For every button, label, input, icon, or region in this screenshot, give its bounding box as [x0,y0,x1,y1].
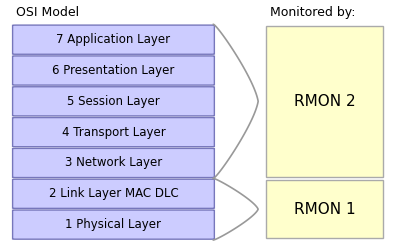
Text: 5 Session Layer: 5 Session Layer [67,95,160,108]
Text: 6 Presentation Layer: 6 Presentation Layer [52,64,175,77]
Bar [266,26,383,177]
FancyBboxPatch shape [13,56,214,85]
Text: RMON 1: RMON 1 [294,202,356,217]
FancyBboxPatch shape [13,148,214,178]
Text: RMON 2: RMON 2 [294,94,356,109]
FancyBboxPatch shape [13,118,214,147]
Bar [266,180,383,238]
Text: 7 Application Layer: 7 Application Layer [56,33,170,46]
Text: 2 Link Layer MAC DLC: 2 Link Layer MAC DLC [49,187,178,200]
FancyBboxPatch shape [13,179,214,208]
FancyBboxPatch shape [13,87,214,116]
Text: 3 Network Layer: 3 Network Layer [65,156,162,170]
Text: OSI Model: OSI Model [16,6,79,19]
Text: Monitored by:: Monitored by: [270,6,356,19]
FancyBboxPatch shape [13,210,214,239]
FancyBboxPatch shape [13,25,214,54]
Text: 4 Transport Layer: 4 Transport Layer [61,126,165,139]
Text: 1 Physical Layer: 1 Physical Layer [65,218,162,231]
